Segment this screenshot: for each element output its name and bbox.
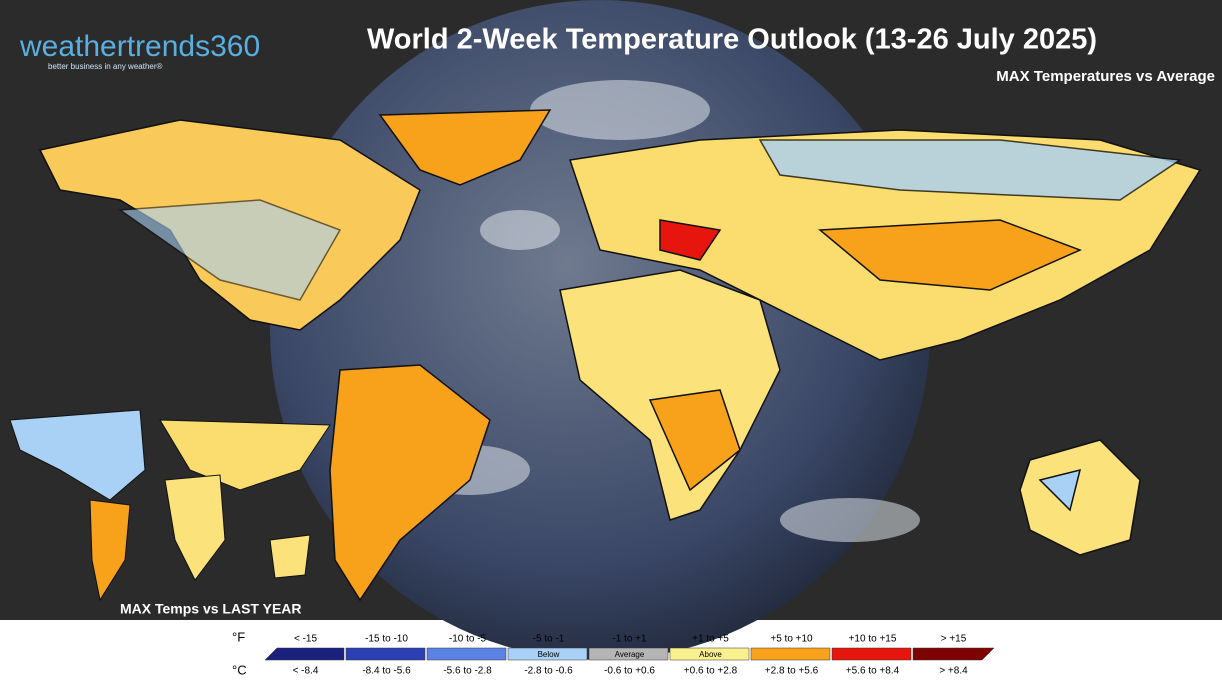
legend: °F °C < -15 < -8.4 -15 to -10 -8.4 to -5.6 -… [232, 629, 995, 677]
legend-note: Below [538, 650, 560, 659]
legend-f-label: -15 to -10 [365, 634, 408, 645]
legend-f-label: +5 to +10 [770, 634, 813, 645]
legend-f-label: +1 to +5 [692, 634, 729, 645]
subtitle: MAX Temperatures vs Average [996, 68, 1215, 85]
legend-swatch [669, 647, 750, 661]
inset-label: MAX Temps vs LAST YEAR [120, 601, 302, 617]
legend-f-label: -1 to +1 [612, 634, 647, 645]
legend-swatch [912, 647, 995, 661]
inset-map [9, 409, 331, 602]
legend-swatch [345, 647, 426, 661]
legend-c-label: +0.6 to +2.8 [684, 666, 738, 677]
legend-f-label: -10 to -5 [449, 634, 487, 645]
legend-f-label: < -15 [294, 634, 318, 645]
legend-unit-c: °C [232, 662, 247, 677]
title: World 2-Week Temperature Outlook (13-26 … [367, 24, 1097, 56]
legend-swatch [588, 647, 669, 661]
legend-note: Above [699, 650, 722, 659]
legend-c-label: -2.8 to -0.6 [524, 666, 573, 677]
legend-c-label: > +8.4 [939, 666, 968, 677]
legend-f-label: > +15 [941, 634, 967, 645]
legend-unit-f: °F [232, 629, 245, 644]
legend-c-label: < -8.4 [293, 666, 319, 677]
logo-tagline: better business in any weather® [48, 62, 163, 71]
legend-c-label: +5.6 to +8.4 [846, 666, 900, 677]
legend-f-label: -5 to -1 [533, 634, 565, 645]
legend-swatch [831, 647, 912, 661]
legend-c-label: -0.6 to +0.6 [604, 666, 655, 677]
legend-c-label: +2.8 to +5.6 [765, 666, 819, 677]
legend-c-label: -5.6 to -2.8 [443, 666, 492, 677]
legend-swatch [750, 647, 831, 661]
legend-swatch [264, 647, 345, 661]
legend-c-label: -8.4 to -5.6 [362, 666, 411, 677]
legend-swatch [507, 647, 588, 661]
legend-note: Average [615, 650, 645, 659]
legend-f-label: +10 to +15 [849, 634, 897, 645]
map-continents [38, 109, 1202, 602]
logo: weathertrends360 [19, 30, 260, 63]
legend-swatch [426, 647, 507, 661]
